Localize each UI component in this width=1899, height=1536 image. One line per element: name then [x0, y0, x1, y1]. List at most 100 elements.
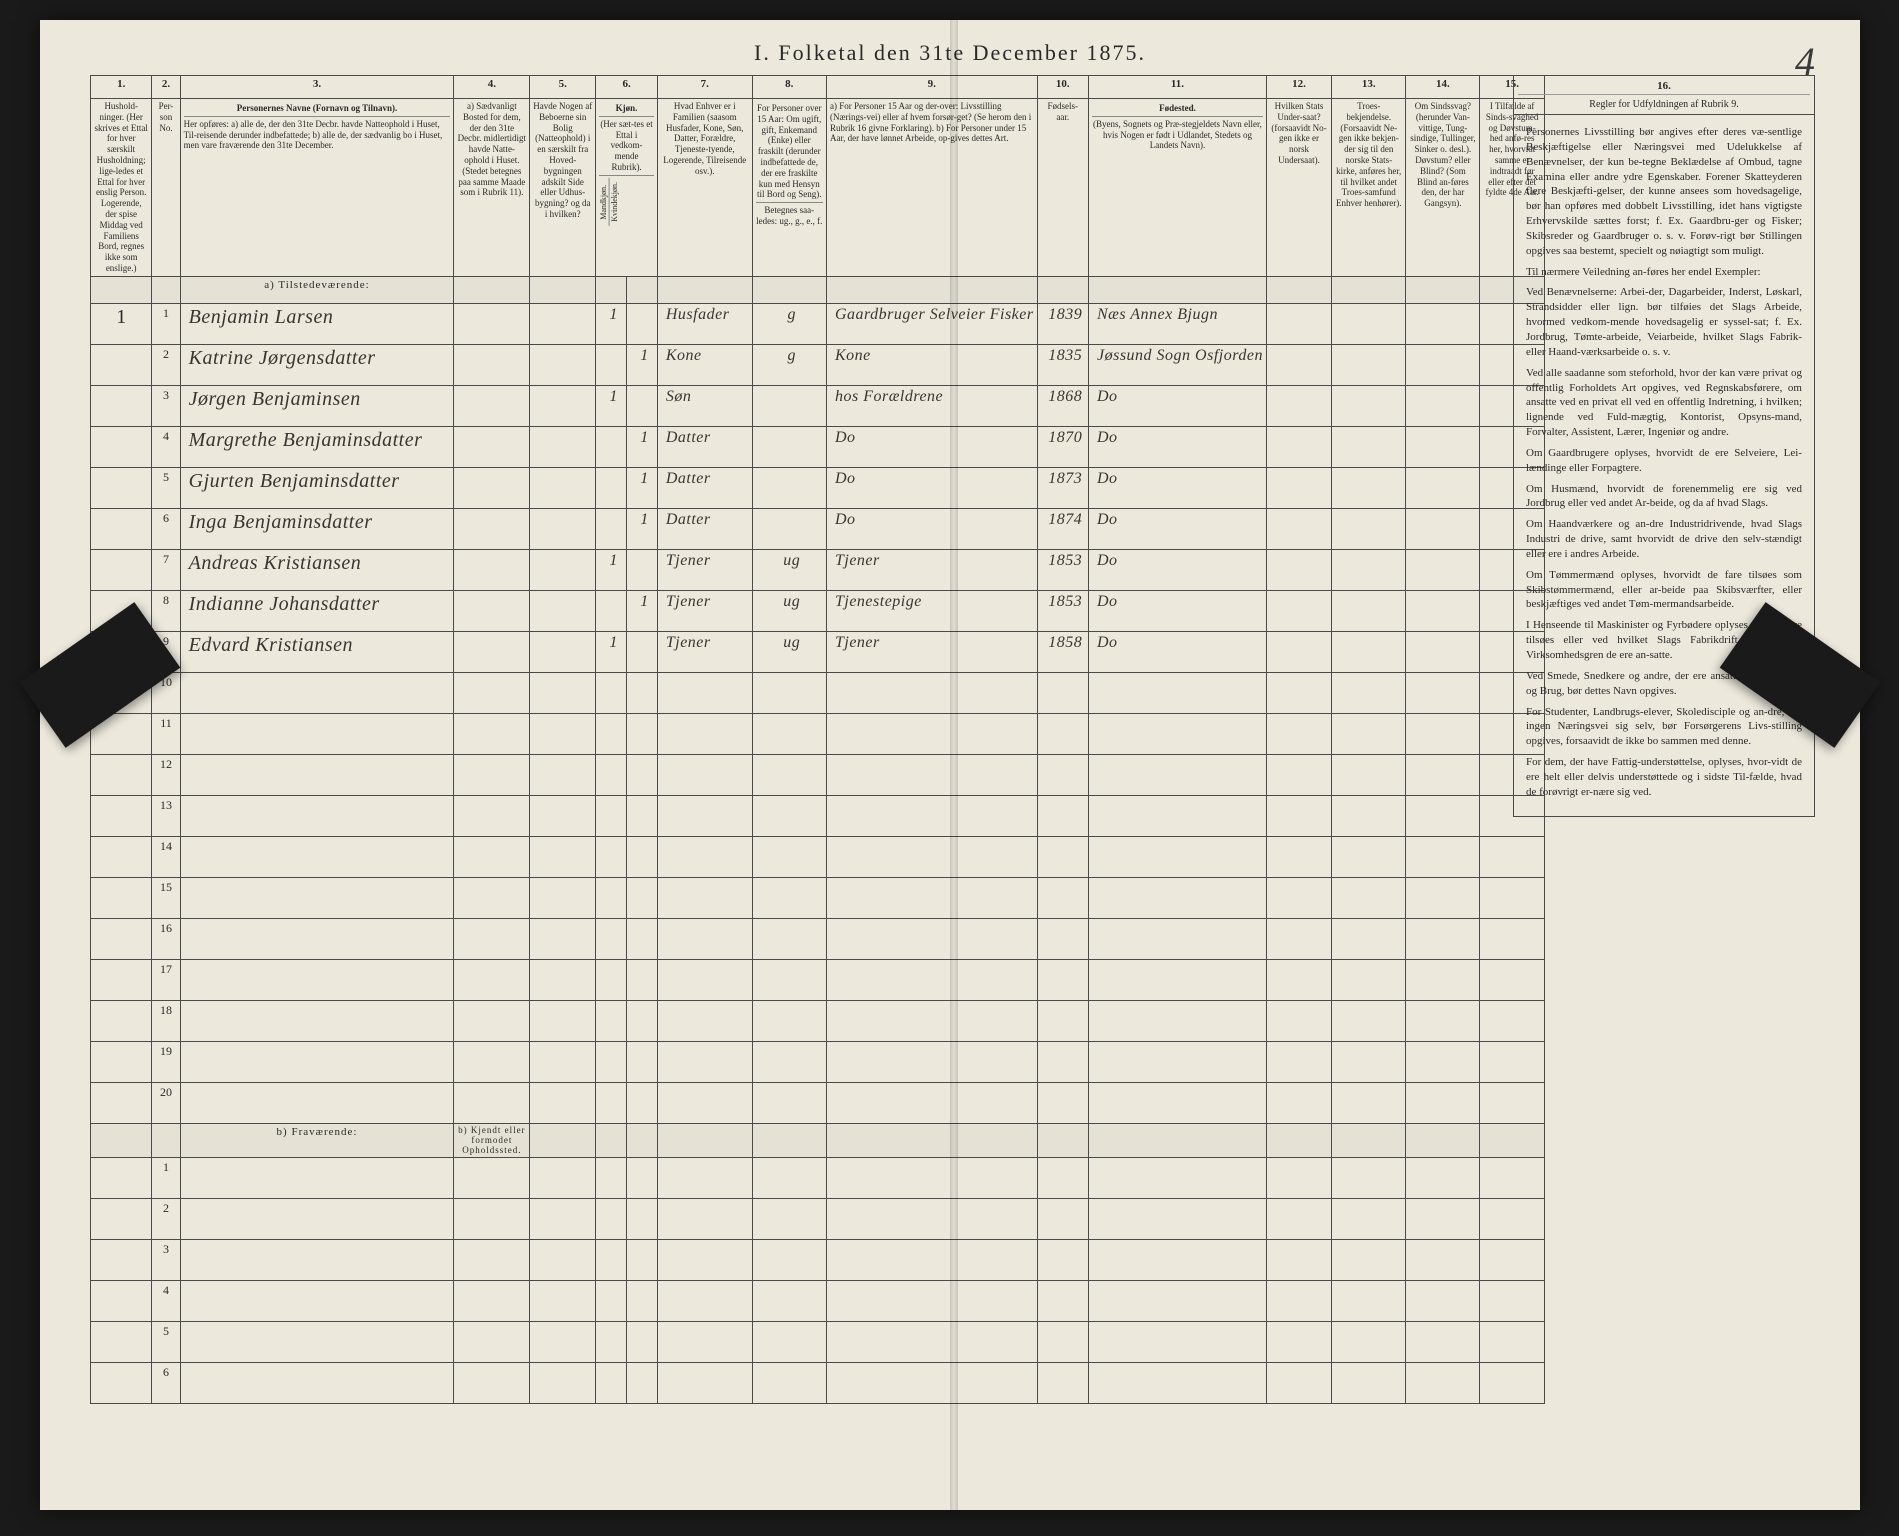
cell-bolig: [530, 631, 596, 672]
cell-k: 1: [627, 344, 658, 385]
cell-year: 1870: [1037, 426, 1088, 467]
cell-civ: ug: [752, 590, 826, 631]
cell-fam: Tjener: [657, 549, 752, 590]
table-row-blank: 17: [91, 959, 1545, 1000]
cell-troes: [1332, 303, 1406, 344]
cell-troes: [1332, 385, 1406, 426]
cell-troes: [1332, 467, 1406, 508]
h-livsstilling: a) For Personer 15 Aar og der-over: Livs…: [826, 99, 1037, 277]
cell-civ: [752, 385, 826, 426]
cell-bosted: [454, 590, 530, 631]
cell-sind: [1406, 549, 1480, 590]
h-mand: Mandkjøn.: [599, 178, 609, 226]
h-bolig: Havde Nogen af Beboerne sin Bolig (Natte…: [530, 99, 596, 277]
cell-name: Jørgen Benjaminsen: [180, 385, 454, 426]
census-table: 1. 2. 3. 4. 5. 6. 7. 8. 9. 10. 11. 12. 1…: [90, 75, 1545, 1404]
section-b-col4: b) Kjendt eller formodet Opholdssted.: [454, 1123, 530, 1158]
h-familien: Hvad Enhver er i Familien (saasom Husfad…: [657, 99, 752, 277]
table-row: 9Edvard Kristiansen1TjenerugTjener1858Do: [91, 631, 1545, 672]
sidebar-title: Regler for Udfyldningen af Rubrik 9.: [1518, 99, 1810, 110]
cell-name: Inga Benjaminsdatter: [180, 508, 454, 549]
h-husholdninger: Hushold- ninger. (Her skrives et Ettal f…: [91, 99, 152, 277]
colnum-2: 2.: [152, 76, 180, 99]
cell-bosted: [454, 631, 530, 672]
colnum-13: 13.: [1332, 76, 1406, 99]
cell-name: Andreas Kristiansen: [180, 549, 454, 590]
cell-fam: Datter: [657, 467, 752, 508]
colnum-row: 1. 2. 3. 4. 5. 6. 7. 8. 9. 10. 11. 12. 1…: [91, 76, 1545, 99]
table-row: 6Inga Benjaminsdatter1DatterDo1874Do: [91, 508, 1545, 549]
cell-bosted: [454, 549, 530, 590]
cell-place: Do: [1088, 426, 1266, 467]
table-row-blank: 20: [91, 1082, 1545, 1123]
cell-sind: [1406, 426, 1480, 467]
cell-civ: [752, 467, 826, 508]
section-b-row: b) Fraværende: b) Kjendt eller formodet …: [91, 1123, 1545, 1158]
cell-occ: Do: [826, 426, 1037, 467]
cell-fam: Datter: [657, 426, 752, 467]
cell-stat: [1266, 631, 1331, 672]
cell-rownum: 11: [152, 713, 180, 754]
cell-year: 1873: [1037, 467, 1088, 508]
table-row-blank: 6: [91, 1363, 1545, 1404]
cell-name: Edvard Kristiansen: [180, 631, 454, 672]
ledger-page: I. Folketal den 31te December 1875. 4 1.…: [40, 20, 1860, 1510]
cell-name: Katrine Jørgensdatter: [180, 344, 454, 385]
sb-p5: Om Gaardbrugere oplyses, hvorvidt de ere…: [1526, 446, 1802, 476]
table-row-blank: 1: [91, 1158, 1545, 1199]
cell-rownum: 2: [152, 344, 180, 385]
cell-year: 1853: [1037, 590, 1088, 631]
cell-m: [596, 508, 627, 549]
h-kvinde: Kvindekjøn.: [609, 178, 620, 226]
sidebar-body: Personernes Livsstilling bør angives eft…: [1514, 115, 1814, 816]
cell-bosted: [454, 426, 530, 467]
colnum-5: 5.: [530, 76, 596, 99]
cell-m: [596, 467, 627, 508]
cell-hh: [91, 385, 152, 426]
h-fodested-title: Fødested.: [1159, 103, 1196, 113]
cell-year: 1839: [1037, 303, 1088, 344]
h-fodselsaar: Fødsels- aar.: [1037, 99, 1088, 277]
cell-hh: [91, 549, 152, 590]
cell-occ: Do: [826, 467, 1037, 508]
section-a-row: a) Tilstedeværende:: [91, 276, 1545, 303]
cell-name: Margrethe Benjaminsdatter: [180, 426, 454, 467]
cell-place: Do: [1088, 549, 1266, 590]
cell-bosted: [454, 508, 530, 549]
cell-troes: [1332, 426, 1406, 467]
cell-rownum: 15: [152, 877, 180, 918]
cell-occ: Gaardbruger Selveier Fisker: [826, 303, 1037, 344]
colnum-14: 14.: [1406, 76, 1480, 99]
cell-rownum: 18: [152, 1000, 180, 1041]
cell-troes: [1332, 631, 1406, 672]
sb-p1: Personernes Livsstilling bør angives eft…: [1526, 125, 1802, 259]
cell-k: [627, 549, 658, 590]
cell-stat: [1266, 508, 1331, 549]
table-row: 8Indianne Johansdatter1TjenerugTjenestep…: [91, 590, 1545, 631]
colnum-3: 3.: [180, 76, 454, 99]
cell-k: 1: [627, 590, 658, 631]
cell-hh: [91, 426, 152, 467]
sb-p4: Ved alle saadanne som steforhold, hvor d…: [1526, 366, 1802, 440]
table-row-blank: 11: [91, 713, 1545, 754]
h-person-no: Per- son No.: [152, 99, 180, 277]
rows-present: 11Benjamin Larsen1HusfadergGaardbruger S…: [91, 303, 1545, 672]
cell-rownum: 6: [152, 508, 180, 549]
rows-absent-blank: 123456: [91, 1158, 1545, 1404]
table-row: 11Benjamin Larsen1HusfadergGaardbruger S…: [91, 303, 1545, 344]
cell-bolig: [530, 590, 596, 631]
h-fodested-sub: (Byens, Sognets og Præ-stegjeldets Navn …: [1092, 116, 1263, 151]
cell-rownum: 3: [152, 385, 180, 426]
sb-p3: Ved Benævnelserne: Arbei-der, Dagarbeide…: [1526, 285, 1802, 359]
sb-p11: For Studenter, Landbrugs-elever, Skoledi…: [1526, 705, 1802, 750]
cell-rownum: 4: [152, 426, 180, 467]
cell-k: 1: [627, 426, 658, 467]
colnum-16: 16.: [1518, 80, 1810, 95]
cell-sind: [1406, 467, 1480, 508]
cell-m: 1: [596, 549, 627, 590]
h-kjon-sub: (Her sæt-tes et Ettal i vedkom-mende Rub…: [599, 116, 654, 173]
sb-p8: Om Tømmermænd oplyses, hvorvidt de fare …: [1526, 568, 1802, 613]
cell-bosted: [454, 303, 530, 344]
colnum-9: 9.: [826, 76, 1037, 99]
table-row: 3Jørgen Benjaminsen1Sønhos Forældrene186…: [91, 385, 1545, 426]
